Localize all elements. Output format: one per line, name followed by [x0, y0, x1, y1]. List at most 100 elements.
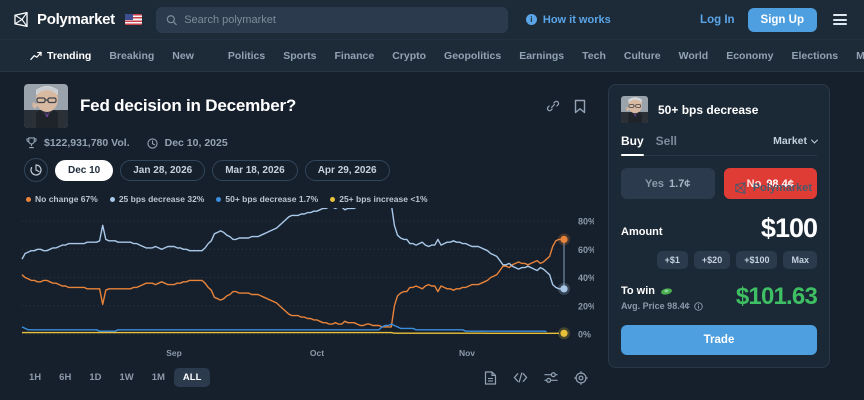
no-label: No	[746, 177, 762, 190]
nav-item-mentions[interactable]: Mentions	[856, 49, 864, 62]
market-avatar	[24, 84, 68, 128]
range-1h[interactable]: 1H	[29, 372, 42, 383]
nav-item-world[interactable]: World	[678, 49, 709, 62]
nav-item-sports[interactable]: Sports	[283, 49, 317, 62]
search-input[interactable]	[184, 13, 498, 26]
quick-add-1[interactable]: +$1	[656, 251, 688, 269]
order-type-select[interactable]: Market	[773, 135, 819, 147]
search-box[interactable]	[155, 6, 508, 33]
market-header-actions	[546, 99, 594, 114]
quick-amount-buttons: +$1 +$20 +$100 Max	[621, 251, 817, 269]
nav-item-geopolitics[interactable]: Geopolitics	[444, 49, 502, 62]
nav-item-finance[interactable]: Finance	[334, 49, 375, 62]
logo-text: Polymarket	[37, 11, 115, 28]
amount-label: Amount	[621, 226, 663, 238]
menu-icon[interactable]	[830, 11, 850, 28]
price-chart[interactable]: 0% 20% 40% 60% 80% Sep Oct Nov	[14, 208, 594, 362]
nav-item-earnings[interactable]: Earnings	[519, 49, 565, 62]
gear-icon[interactable]	[574, 370, 588, 385]
tab-sell[interactable]: Sell	[655, 134, 678, 148]
nav-item-tech[interactable]: Tech	[582, 49, 606, 62]
range-1m[interactable]: 1M	[151, 372, 165, 383]
chart-tools	[484, 370, 594, 385]
legend-item-25bps-increase[interactable]: 25+ bps increase <1%	[330, 194, 428, 204]
logo[interactable]: Polymarket	[14, 11, 142, 28]
nav-item-breaking[interactable]: Breaking	[109, 49, 155, 62]
quick-add-100[interactable]: +$100	[736, 251, 778, 269]
trending-icon	[30, 51, 42, 60]
nav-item-culture[interactable]: Culture	[623, 49, 661, 62]
info-circle-icon[interactable]	[693, 301, 703, 311]
no-price: 98.4¢	[766, 177, 794, 190]
trophy-icon	[26, 137, 37, 149]
date-tab-apr29[interactable]: Apr 29, 2026	[304, 159, 390, 181]
amount-row: Amount $100	[621, 213, 818, 243]
nav-item-elections[interactable]: Elections	[791, 49, 839, 62]
no-button[interactable]: No 98.4¢	[723, 168, 817, 199]
nav-trending-label: Trending	[47, 49, 92, 62]
date-tab-mar18[interactable]: Mar 18, 2026	[212, 159, 298, 181]
outcome-avatar	[621, 96, 648, 123]
yes-price: 1.7¢	[669, 177, 691, 190]
main-body: Fed decision in December?	[0, 72, 864, 400]
x-tick-oct: Oct	[309, 348, 325, 358]
document-icon[interactable]	[484, 370, 497, 385]
signup-button[interactable]: Sign Up	[747, 7, 817, 32]
svg-text:60%: 60%	[578, 245, 594, 255]
quick-add-20[interactable]: +$20	[693, 251, 731, 269]
legend-item-no-change[interactable]: No change 67%	[26, 194, 98, 204]
market-meta: $122,931,780 Vol. Dec 10, 2025	[26, 137, 594, 149]
header-actions: Log In Sign Up	[700, 7, 850, 32]
us-flag-icon	[124, 14, 142, 25]
range-6h[interactable]: 6H	[59, 372, 72, 383]
tab-buy[interactable]: Buy	[621, 134, 644, 156]
legend-color-dot	[26, 196, 31, 202]
chart-watermark: Polymarket	[734, 182, 812, 194]
history-icon[interactable]	[24, 158, 48, 182]
svg-text:0%: 0%	[578, 330, 591, 340]
trade-panel: 50+ bps decrease Buy Sell Market Yes 1.7…	[608, 84, 830, 368]
buy-sell-tabs: Buy Sell Market	[621, 134, 819, 156]
sliders-icon[interactable]	[544, 371, 558, 384]
top-header: Polymarket i How it works Log In Sign Up	[0, 0, 864, 40]
nav-item-politics[interactable]: Politics	[227, 49, 266, 62]
legend-label: 25 bps decrease 32%	[118, 194, 205, 204]
nav-item-new[interactable]: New	[172, 49, 194, 62]
category-nav: Trending Breaking New Politics Sports Fi…	[0, 40, 864, 72]
date-tab-dec10[interactable]: Dec 10	[55, 159, 114, 181]
info-icon: i	[525, 14, 537, 25]
range-1w[interactable]: 1W	[119, 372, 134, 383]
outcome-title: 50+ bps decrease	[658, 102, 759, 117]
watermark-label: Polymarket	[752, 182, 812, 194]
date-tabs: Dec 10 Jan 28, 2026 Mar 18, 2026 Apr 29,…	[24, 158, 594, 182]
to-win-label: To win	[621, 285, 656, 297]
legend-label: 25+ bps increase <1%	[339, 194, 428, 204]
code-icon[interactable]	[513, 371, 528, 384]
legend-item-50bps-decrease[interactable]: 50+ bps decrease 1.7%	[216, 194, 318, 204]
page-title: Fed decision in December?	[80, 96, 297, 115]
trade-button[interactable]: Trade	[621, 325, 817, 355]
range-1d[interactable]: 1D	[89, 372, 102, 383]
chart-canvas[interactable]: 0% 20% 40% 60% 80%	[14, 208, 594, 348]
login-button[interactable]: Log In	[700, 13, 735, 26]
quick-max[interactable]: Max	[783, 251, 817, 269]
nav-item-trending[interactable]: Trending	[30, 50, 100, 62]
market-end-date: Dec 10, 2025	[164, 137, 228, 149]
yes-button[interactable]: Yes 1.7¢	[621, 168, 715, 199]
polymarket-logo-icon	[14, 12, 28, 27]
svg-text:80%: 80%	[578, 217, 594, 227]
bookmark-icon[interactable]	[574, 99, 586, 114]
nav-item-economy[interactable]: Economy	[726, 49, 774, 62]
date-tab-jan28[interactable]: Jan 28, 2026	[120, 159, 206, 181]
how-it-works-link[interactable]: i How it works	[525, 14, 611, 26]
money-icon	[661, 287, 673, 295]
legend-label: No change 67%	[35, 194, 98, 204]
link-icon[interactable]	[546, 99, 560, 113]
legend-item-25bps-decrease[interactable]: 25 bps decrease 32%	[109, 194, 205, 204]
amount-input[interactable]: $100	[760, 213, 818, 243]
market-column: Fed decision in December?	[14, 84, 812, 400]
range-all[interactable]: ALL	[173, 368, 211, 387]
nav-item-crypto[interactable]: Crypto	[392, 49, 427, 62]
outcome-buttons: Yes 1.7¢ No 98.4¢	[621, 168, 817, 199]
